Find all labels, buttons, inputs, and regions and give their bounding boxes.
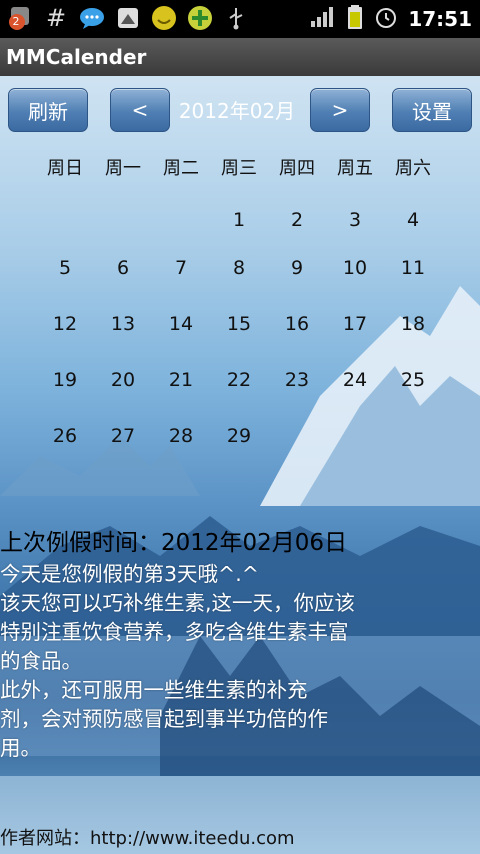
calendar-day[interactable]: 23 — [284, 369, 310, 391]
period-info: 上次例假时间：2012年02月06日 今天是您例假的第3天哦^.^ 该天您可以巧… — [0, 526, 480, 763]
calendar-day[interactable]: 12 — [52, 313, 78, 335]
calendar-day[interactable]: 6 — [116, 257, 130, 279]
battery-icon — [346, 4, 364, 34]
alarm-icon — [374, 5, 398, 33]
calendar-week: 12 13 14 15 16 17 18 — [36, 296, 442, 352]
weekday-label: 周三 — [221, 158, 257, 179]
calendar-day[interactable]: 24 — [342, 369, 368, 391]
calendar-day[interactable]: 5 — [58, 257, 72, 279]
game-icon — [186, 4, 214, 32]
smiley-icon — [150, 4, 178, 32]
calendar-day[interactable]: 9 — [290, 257, 304, 279]
mountain-lake-background — [0, 286, 480, 854]
notification-count: 2 — [12, 15, 20, 28]
current-month-label: 2012年02月 — [178, 98, 296, 123]
advice-line: 剂，会对预防感冒起到事半功倍的作 — [0, 707, 328, 731]
calendar-day[interactable]: 3 — [348, 209, 362, 231]
status-bar: 2 # 17:51 — [0, 0, 480, 38]
calendar-day[interactable]: 15 — [226, 313, 252, 335]
calendar-day[interactable]: 17 — [342, 313, 368, 335]
chat-bubble-icon — [78, 4, 106, 32]
calendar-day[interactable] — [152, 184, 210, 240]
calendar-week: 26 27 28 29 — [36, 408, 442, 464]
health-advice: 今天是您例假的第3天哦^.^ 该天您可以巧补维生素,这一天，你应该 特别注重饮食… — [0, 560, 470, 763]
calendar-day[interactable]: 29 — [226, 425, 252, 447]
calendar-day[interactable]: 28 — [168, 425, 194, 447]
advice-line: 用。 — [0, 736, 41, 760]
author-website-link[interactable]: 作者网站：http://www.iteedu.com — [0, 828, 295, 849]
calendar-week: 5 6 7 8 9 10 11 — [36, 240, 442, 296]
calendar-day[interactable]: 22 — [226, 369, 252, 391]
refresh-button[interactable]: 刷新 — [8, 88, 88, 132]
usb-icon — [222, 4, 250, 32]
calendar-day[interactable]: 8 — [232, 257, 246, 279]
calendar-day[interactable]: 16 — [284, 313, 310, 335]
weekday-label: 周二 — [163, 158, 199, 179]
prev-month-button[interactable]: < — [110, 88, 170, 132]
calendar-day[interactable] — [326, 408, 384, 464]
calendar-day[interactable]: 19 — [52, 369, 78, 391]
last-period-date: 上次例假时间：2012年02月06日 — [0, 530, 348, 556]
advice-line: 特别注重饮食营养，多吃含维生素丰富 — [0, 620, 349, 644]
calendar-day[interactable]: 7 — [174, 257, 188, 279]
calendar-day[interactable]: 14 — [168, 313, 194, 335]
calendar-day[interactable]: 25 — [400, 369, 426, 391]
calendar-day[interactable]: 26 — [52, 425, 78, 447]
calendar-day[interactable]: 27 — [110, 425, 136, 447]
hash-icon: # — [45, 4, 67, 32]
weekday-label: 周日 — [47, 158, 83, 179]
calendar-week: 19 20 21 22 23 24 25 — [36, 352, 442, 408]
calendar-day[interactable]: 1 — [232, 209, 246, 231]
signal-icon — [310, 6, 336, 32]
toolbar: 刷新 < 2012年02月 > 设置 — [0, 76, 480, 146]
weekday-label: 周一 — [105, 158, 141, 179]
advice-line: 今天是您例假的第3天哦^.^ — [0, 562, 259, 586]
calendar-week: 1 2 3 4 — [36, 184, 442, 240]
calendar-grid: 周日 周一 周二 周三 周四 周五 周六 1 2 3 4 5 6 7 8 9 1… — [36, 154, 442, 464]
clock: 17:51 — [408, 7, 472, 31]
advice-line: 的食品。 — [0, 649, 82, 673]
app-title: MMCalender — [6, 45, 147, 69]
calendar-day[interactable] — [384, 408, 442, 464]
calendar-day[interactable]: 4 — [406, 209, 420, 231]
calendar-day[interactable]: 10 — [342, 257, 368, 279]
next-month-button[interactable]: > — [310, 88, 370, 132]
weekday-label: 周五 — [337, 158, 373, 179]
app-title-bar: MMCalender — [0, 38, 480, 76]
weekday-label: 周四 — [279, 158, 315, 179]
calendar-day[interactable]: 11 — [400, 257, 426, 279]
calendar-day[interactable]: 18 — [400, 313, 426, 335]
settings-button[interactable]: 设置 — [392, 88, 472, 132]
calendar-day[interactable]: 13 — [110, 313, 136, 335]
notification-area[interactable]: 2 # — [6, 4, 250, 32]
calendar-day[interactable]: 20 — [110, 369, 136, 391]
main-content: 刷新 < 2012年02月 > 设置 周日 周一 周二 周三 周四 周五 周六 … — [0, 76, 480, 854]
calendar-day[interactable] — [36, 184, 94, 240]
weekday-header: 周日 周一 周二 周三 周四 周五 周六 — [36, 154, 442, 184]
notification-badge-icon: 2 — [6, 4, 34, 32]
weekday-label: 周六 — [395, 158, 431, 179]
calendar-day[interactable]: 2 — [290, 209, 304, 231]
calendar-day[interactable] — [94, 184, 152, 240]
advice-line: 该天您可以巧补维生素,这一天，你应该 — [0, 591, 356, 615]
calendar-day[interactable]: 21 — [168, 369, 194, 391]
sms-icon — [114, 4, 142, 32]
advice-line: 此外，还可服用一些维生素的补充 — [0, 678, 308, 702]
calendar-day[interactable] — [268, 408, 326, 464]
